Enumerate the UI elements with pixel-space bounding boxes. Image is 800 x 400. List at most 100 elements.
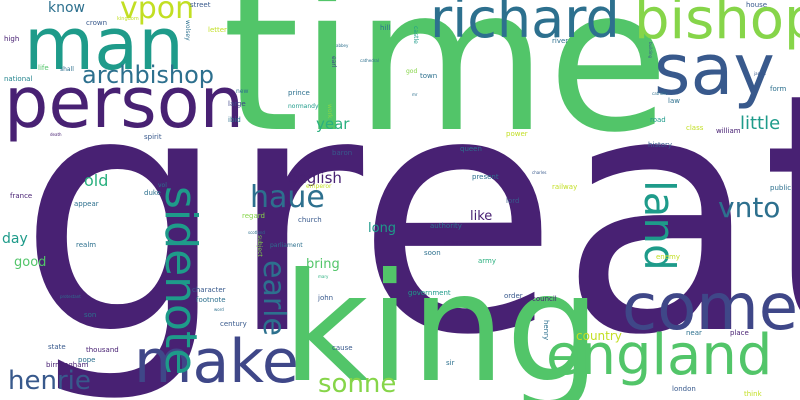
word-authority: authority [430,222,462,230]
word-death: death [50,132,62,137]
word-place: place [730,329,749,337]
word-time: time [222,0,670,176]
word-know: know [48,0,85,16]
word-year: year [316,115,350,133]
word-person: person [4,62,244,144]
word-vpon: vpon [120,0,195,26]
word-james: james [754,71,767,76]
word-government: government [408,289,451,297]
word-england: england [546,323,773,388]
word-mr: mr [412,92,418,97]
word-abbey: abbey [336,43,349,48]
word-little: little [740,113,781,134]
word-vol: vol [158,182,167,189]
word-king: king [282,242,601,400]
word-birmingham: birmingham [46,361,89,369]
word-baron: baron [332,149,353,157]
word-wolsey: wolsey [184,20,191,41]
word-church: church [298,216,322,224]
word-river: river [552,37,569,45]
word-regard: regard [242,212,265,220]
word-railway: railway [552,183,578,191]
word-english: english [288,169,342,187]
word-class: class [686,124,704,132]
word-letter: letter [208,26,227,34]
word-pope: pope [78,356,96,364]
word-history: history [648,141,673,149]
word-edward: edward [444,239,470,247]
word-queen: queen [460,145,482,153]
word-scotland: scotland [248,230,265,235]
word-form: form [770,85,787,93]
word-earle: earle [256,260,291,336]
word-parliament: parliament [270,242,303,249]
word-old: old [84,171,109,190]
word-appear: appear [74,200,99,208]
word-sir: sir [446,359,455,367]
word-london: london [672,385,696,393]
word-emperor: emperor [306,183,332,190]
word-national: national [4,75,33,83]
word-century: century [220,320,247,328]
word-new: new [236,88,249,95]
word-house: house [746,1,768,9]
word-bishop: bishop [634,0,800,52]
word-hill: hill [380,24,391,32]
word-life: life [38,64,49,72]
word-duke: duke [144,189,161,197]
word-cause: cause [332,344,353,352]
word-vnto: vnto [718,191,781,224]
word-country: country [576,329,622,343]
word-near: near [686,329,702,337]
word-street: street [190,1,211,9]
word-present: present [472,173,499,181]
word-richard: richard [430,0,620,50]
word-large: large [228,100,246,108]
word-shall: shall [60,66,74,73]
word-work: work [326,104,333,119]
word-like: like [470,209,493,224]
word-earl: earl [330,56,337,68]
word-god: god [406,68,418,75]
word-character: character [192,286,226,294]
word-land: land [635,180,684,271]
word-henry: henry [542,320,550,341]
word-public: public [770,184,792,192]
word-spirit: spirit [144,133,162,141]
word-good: good [14,255,47,270]
word-archbishop: archbishop [82,61,214,89]
word-ibid: ibid [228,116,241,124]
word-son: son [84,311,97,319]
word-charles: charles [532,170,547,175]
word-henrie: henrie [8,366,91,396]
word-power: power [506,130,528,138]
word-haue: haue [250,180,325,215]
word-protestant: protestant [60,294,81,299]
word-say: say [654,29,775,111]
word-high: high [4,35,20,43]
word-bring: bring [306,257,340,272]
word-prince: prince [288,89,310,97]
word-john: john [318,294,334,302]
word-sidenote: sidenote [155,186,206,376]
word-law: law [668,97,680,105]
word-road: road [650,116,666,124]
word-mary: mary [318,274,329,279]
word-day: day [2,231,28,247]
word-crown: crown [86,19,108,27]
word-town: town [420,72,438,80]
word-order: order [504,292,523,300]
word-realm: realm [76,241,97,249]
word-catholic: catholic [652,91,668,96]
word-william: william [716,127,741,135]
word-kingdom: kingdom [117,16,139,22]
word-word: word [214,307,224,312]
word-sonne: sonne [318,369,397,399]
word-cathedral: cathedral [360,58,379,63]
word-footnote: footnote [196,296,226,304]
word-army: army [478,257,497,265]
word-castle: castle [412,26,419,44]
word-france: france [10,192,33,200]
